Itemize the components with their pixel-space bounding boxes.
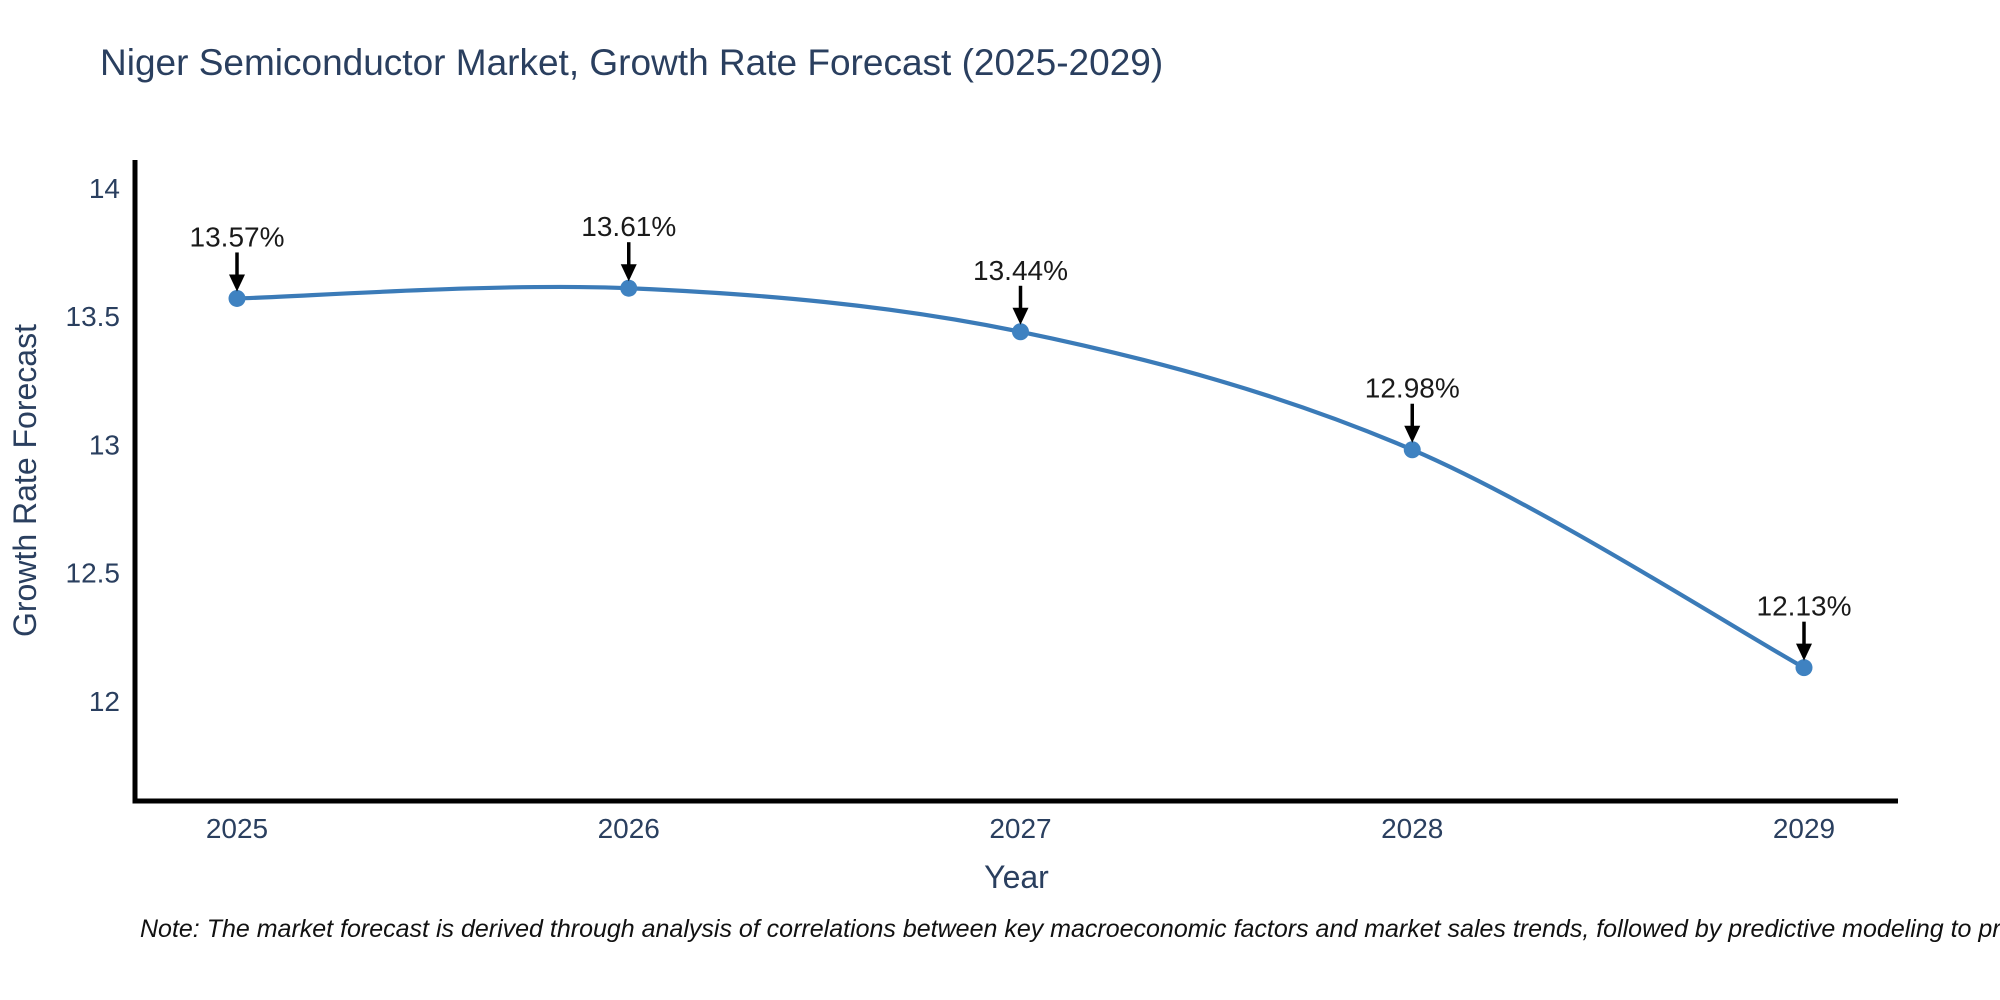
point-value-label: 13.44%: [973, 255, 1068, 286]
y-tick-label: 12.5: [66, 558, 121, 589]
data-point: [620, 279, 638, 297]
growth-rate-line: [236, 284, 1806, 670]
y-axis-title: Growth Rate Forecast: [7, 324, 43, 637]
x-tick-label: 2027: [989, 813, 1051, 844]
annotation-arrowhead: [1796, 643, 1812, 661]
x-axis-title: Year: [984, 859, 1049, 895]
point-value-label: 13.57%: [190, 221, 285, 252]
footnote-text: Note: The market forecast is derived thr…: [140, 915, 2000, 943]
chart-title: Niger Semiconductor Market, Growth Rate …: [100, 42, 1164, 83]
annotation-arrowhead: [620, 264, 637, 282]
x-tick-label: 2026: [598, 813, 660, 844]
annotation-arrowhead: [1404, 425, 1421, 443]
point-value-label: 12.98%: [1365, 373, 1460, 404]
y-tick-label: 12: [89, 686, 120, 717]
point-value-label: 13.61%: [581, 211, 676, 242]
data-point: [1795, 659, 1813, 677]
data-point: [1403, 441, 1421, 459]
x-tick-label: 2025: [206, 813, 268, 844]
point-value-label: 12.13%: [1757, 591, 1852, 622]
data-point: [1012, 323, 1029, 341]
annotation-arrowhead: [1012, 307, 1029, 325]
x-tick-label: 2028: [1381, 813, 1443, 844]
y-tick-label: 13.5: [66, 301, 121, 332]
annotation-arrowhead: [229, 274, 245, 292]
x-tick-label: 2029: [1773, 813, 1835, 844]
y-tick-label: 14: [89, 173, 120, 204]
y-tick-label: 13: [89, 429, 120, 460]
data-point: [228, 289, 246, 307]
